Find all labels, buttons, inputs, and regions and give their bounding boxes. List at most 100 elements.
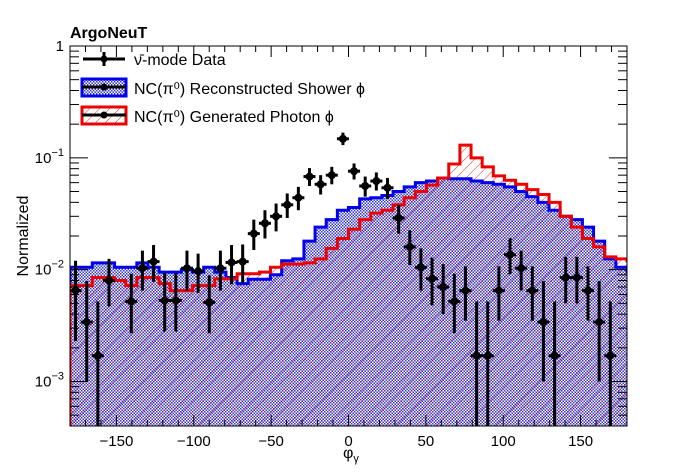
gen-histogram-bar: [70, 285, 82, 426]
data-point: [171, 296, 180, 305]
data-point: [361, 181, 370, 190]
data-point: [528, 286, 537, 295]
gen-histogram-bar: [359, 219, 372, 426]
gen-histogram-bar: [381, 210, 394, 426]
gen-histogram-bar: [415, 191, 427, 426]
data-points: [70, 0, 625, 426]
data-point: [194, 267, 203, 276]
gen-histogram-bar: [281, 264, 294, 426]
data-point: [517, 264, 526, 273]
y-tick-label: 10−2: [35, 259, 64, 279]
data-point: [71, 286, 80, 295]
gen-histogram-bar: [504, 180, 516, 426]
gen-histogram-bar: [582, 238, 594, 426]
gen-histogram-bar: [147, 277, 160, 426]
data-point: [383, 183, 392, 192]
gen-histogram-bar: [225, 278, 238, 426]
gen-histogram-bar: [203, 285, 216, 426]
data-point: [205, 298, 214, 307]
data-point: [149, 257, 158, 266]
gen-histogram-bar: [181, 290, 193, 426]
legend-label-gen: NC(π⁰) Generated Photon ϕ: [134, 109, 334, 126]
gen-histogram-bar: [125, 285, 138, 426]
data-point: [127, 297, 136, 306]
data-point: [93, 351, 102, 360]
data-point: [305, 172, 314, 181]
gen-histogram-bar: [348, 229, 360, 426]
x-tick-label: 100: [491, 433, 516, 450]
gen-histogram-bar: [303, 262, 316, 426]
data-point: [350, 167, 359, 176]
y-axis: 1 10−1 10−2 10−3: [35, 38, 627, 427]
data-point: [572, 273, 581, 282]
gen-histogram-bar: [370, 213, 383, 426]
data-point: [182, 264, 191, 273]
gen-histogram-bar: [426, 185, 438, 426]
gen-histogram-bar: [515, 184, 528, 426]
data-point: [584, 286, 593, 295]
x-tick-label: −50: [258, 433, 283, 450]
data-point: [216, 264, 225, 273]
reco-histogram-bar: [683, 272, 694, 426]
gen-histogram-bar: [326, 248, 338, 426]
x-tick-label: 150: [568, 433, 593, 450]
data-point: [561, 273, 570, 282]
gen-histogram-bar: [615, 258, 627, 426]
gen-histogram-bar: [672, 272, 683, 426]
data-point: [160, 296, 169, 305]
legend-item-gen: NC(π⁰) Generated Photon ϕ: [80, 105, 334, 126]
legend-item-data: ν̄-mode Data: [83, 52, 226, 69]
gen-histogram-bar: [114, 280, 126, 426]
data-point: [595, 318, 604, 327]
x-axis: −150 −100 −50 0 50 100 150: [69, 46, 628, 450]
data-point: [405, 242, 414, 251]
data-point: [494, 286, 503, 295]
reco-histogram-bar: [638, 272, 649, 426]
gen-histogram-bar: [103, 277, 115, 426]
y-tick-label: 1: [56, 38, 64, 55]
data-point: [138, 264, 147, 273]
x-axis-label: φγ: [343, 445, 359, 465]
gen-histogram-bar: [627, 261, 638, 426]
data-point: [82, 318, 91, 327]
data-point: [227, 258, 236, 267]
gen-histogram-bar: [192, 285, 204, 426]
data-point: [606, 351, 615, 360]
gen-histogram-bar: [638, 264, 649, 426]
data-point: [539, 318, 548, 327]
gen-histogram-bar: [270, 267, 282, 426]
gen-histogram-bar: [660, 267, 671, 426]
legend-label-reco: NC(π⁰) Reconstructed Shower ϕ: [134, 81, 365, 98]
gen-histogram-bar: [393, 204, 405, 426]
gen-histogram-bar: [649, 267, 660, 426]
gen-histogram-bar: [159, 283, 171, 426]
x-tick-label: 0: [344, 433, 352, 450]
data-point: [550, 351, 559, 360]
legend: ν̄-mode Data NC(π⁰) Reconstructed Shower…: [80, 52, 365, 126]
legend-item-reco: NC(π⁰) Reconstructed Shower ϕ: [80, 77, 365, 98]
data-point: [472, 351, 481, 360]
data-point: [439, 282, 448, 291]
data-point: [428, 274, 437, 283]
x-tick-label: 50: [418, 433, 435, 450]
gen-histogram-bar: [337, 238, 349, 426]
data-point: [483, 351, 492, 360]
x-tick-label: −100: [177, 433, 211, 450]
gen-histogram-bar: [404, 197, 416, 426]
gen-histogram-bar: [237, 273, 249, 426]
gen-histogram-bar: [683, 276, 694, 426]
data-point: [327, 171, 336, 180]
gen-histogram-bar: [259, 272, 271, 426]
gen-histogram-bar: [136, 277, 149, 426]
gen-histogram-bar: [560, 216, 572, 426]
gen-histogram-bar: [214, 278, 227, 426]
data-point: [617, 0, 625, 4]
data-point: [238, 257, 247, 266]
data-point: [283, 200, 292, 209]
data-point: [249, 229, 258, 238]
y-tick-label: 10−3: [35, 370, 64, 390]
data-point: [416, 263, 425, 272]
data-point: [394, 213, 403, 222]
data-point: [272, 212, 281, 221]
